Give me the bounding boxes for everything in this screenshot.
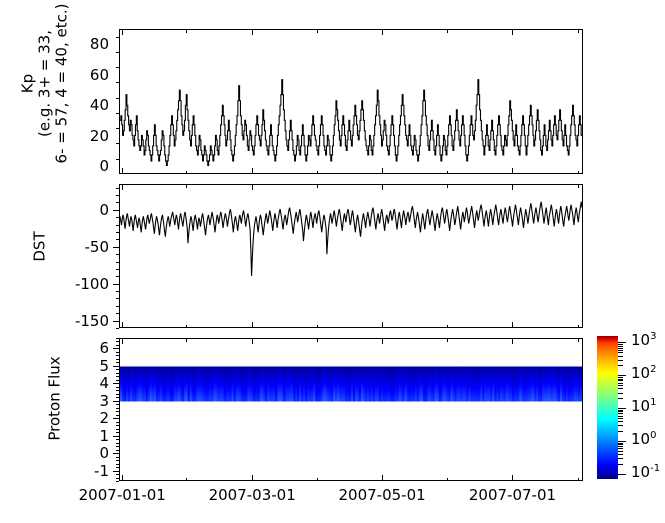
- flux-y-tick-label: 2: [99, 409, 109, 428]
- colorbar-minor-tick: [618, 446, 623, 448]
- colorbar-tick-label: 103: [631, 331, 657, 350]
- dst-y-tick-label: -150: [74, 311, 109, 330]
- flux-y-tick-label: 5: [99, 356, 109, 375]
- colorbar-minor-tick: [618, 355, 623, 357]
- colorbar-minor-tick: [618, 343, 623, 345]
- x-tick-label: 2007-03-01: [208, 486, 296, 504]
- kp-plot-panel: [119, 29, 583, 174]
- colorbar-minor-tick: [618, 378, 623, 380]
- colorbar-minor-tick: [618, 345, 623, 347]
- colorbar-ticks: [618, 336, 627, 479]
- flux-y-tick-label: 3: [99, 391, 109, 410]
- colorbar-minor-tick: [618, 421, 623, 423]
- colorbar-tick-label: 10-1: [631, 462, 661, 481]
- colorbar-tick-label: 100: [631, 430, 657, 449]
- kp-y-tick-label: 40: [89, 96, 109, 115]
- proton-flux-plot-panel: [119, 338, 583, 481]
- colorbar-minor-tick: [618, 411, 623, 413]
- colorbar-minor-tick: [618, 454, 623, 456]
- colorbar-minor-tick: [618, 359, 623, 361]
- colorbar-minor-tick: [618, 415, 623, 417]
- colorbar-minor-tick: [618, 382, 623, 384]
- dst-trace: [120, 201, 582, 277]
- colorbar-minor-tick: [618, 388, 623, 390]
- colorbar-tick-label: 101: [631, 397, 657, 416]
- colorbar-minor-tick: [618, 448, 623, 450]
- colorbar-minor-tick: [618, 431, 623, 433]
- kp-axis-title-line3: 6- = 57, 4 = 40, etc.): [52, 3, 71, 164]
- kp-axis-title-line1: Kp: [18, 73, 37, 94]
- flux-y-tick-label: 6: [99, 339, 109, 358]
- dst-y-tick-label: 0: [99, 200, 109, 219]
- colorbar-minor-tick: [618, 409, 623, 411]
- flux-y-tick-label: 4: [99, 374, 109, 393]
- colorbar-major-tick: [618, 473, 626, 475]
- kp-y-tick-label: 80: [89, 35, 109, 54]
- x-tick-label: 2007-07-01: [468, 486, 557, 504]
- colorbar-minor-tick: [618, 418, 623, 420]
- colorbar: [597, 336, 626, 479]
- x-tick-label: 2007-01-01: [78, 486, 166, 504]
- kp-y-tick-label: 60: [89, 65, 109, 84]
- dst-y-tick-label: -50: [84, 237, 110, 256]
- dst-series-plot: [120, 201, 582, 277]
- kp-y-tick-label: 20: [89, 126, 109, 145]
- colorbar-minor-tick: [618, 380, 623, 382]
- colorbar-minor-tick: [618, 413, 623, 415]
- colorbar-minor-tick: [618, 392, 623, 394]
- colorbar-tick-label: 102: [631, 364, 657, 383]
- flux-y-tick-label: -1: [94, 461, 109, 480]
- colorbar-minor-tick: [618, 365, 623, 367]
- colorbar-minor-tick: [618, 442, 623, 444]
- kp-trace: [120, 79, 582, 167]
- colorbar-minor-tick: [618, 385, 623, 387]
- colorbar-minor-tick: [618, 352, 623, 354]
- colorbar-major-tick: [618, 408, 626, 410]
- spectrogram-cells: [120, 366, 582, 402]
- kp-axis-title: Kp (e.g. 3+ = 33, 6- = 57, 4 = 40, etc.): [18, 0, 71, 179]
- colorbar-minor-tick: [618, 464, 623, 466]
- kp-axis-title-line2: (e.g. 3+ = 33,: [35, 30, 54, 137]
- colorbar-minor-tick: [618, 376, 623, 378]
- colorbar-major-tick: [618, 342, 626, 344]
- colorbar-minor-tick: [618, 349, 623, 351]
- colorbar-minor-tick: [618, 458, 623, 460]
- kp-y-tick-label: 0: [99, 157, 109, 176]
- kp-series-plot: [120, 79, 582, 167]
- proton-flux-spectrogram: [120, 366, 582, 402]
- flux-y-tick-label: 1: [99, 426, 109, 445]
- colorbar-minor-tick: [618, 444, 623, 446]
- flux-y-minor-tick: [116, 481, 119, 482]
- flux-y-tick-label: 0: [99, 444, 109, 463]
- colorbar-major-tick: [618, 441, 626, 443]
- colorbar-minor-tick: [618, 347, 623, 349]
- colorbar-gradient: [597, 336, 618, 479]
- dst-plot-panel: [119, 184, 583, 328]
- colorbar-major-tick: [618, 375, 626, 377]
- colorbar-minor-tick: [618, 398, 623, 400]
- x-tick-label: 2007-05-01: [338, 486, 426, 504]
- colorbar-minor-tick: [618, 451, 623, 452]
- dst-y-tick-label: -100: [74, 274, 109, 293]
- colorbar-minor-tick: [618, 425, 623, 427]
